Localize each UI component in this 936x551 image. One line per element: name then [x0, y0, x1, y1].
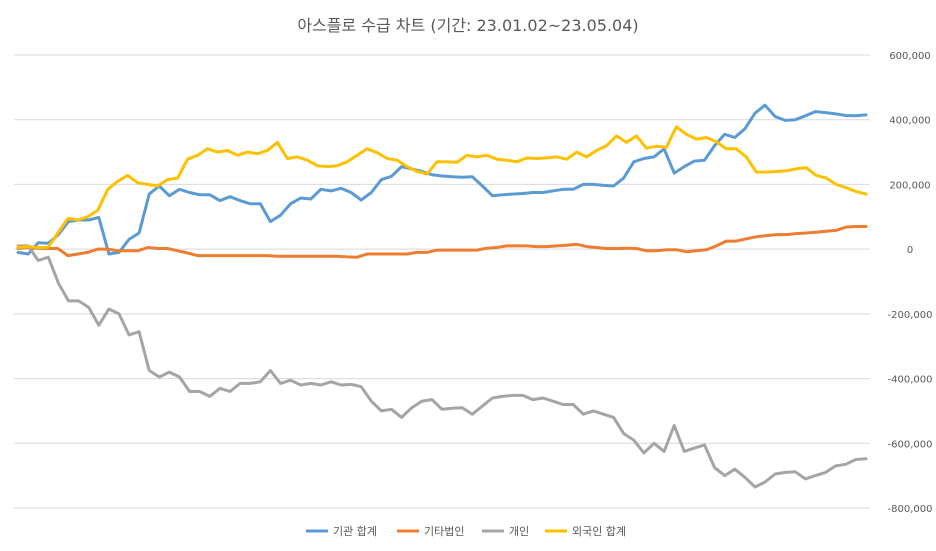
y-tick-label: -800,000 — [888, 504, 933, 515]
y-tick-label: 600,000 — [889, 51, 930, 62]
y-tick-label: 0 — [907, 245, 913, 256]
y-tick-label: 200,000 — [889, 180, 930, 191]
legend-label: 개인 — [509, 525, 529, 538]
y-tick-label: -400,000 — [888, 375, 933, 386]
series-line — [16, 225, 868, 259]
series-lines — [16, 103, 868, 489]
legend: 기관 합계 기타법인 개인 외국인 합계 — [306, 525, 626, 538]
legend-label: 기관 합계 — [333, 525, 377, 538]
y-axis: 600,000 400,000 200,000 0 -200,000 -400,000 -6… — [888, 51, 933, 515]
y-tick-label: 400,000 — [889, 116, 930, 127]
series-line — [16, 244, 868, 489]
legend-label: 기타법인 — [424, 525, 464, 538]
y-tick-label: -200,000 — [888, 310, 933, 321]
legend-label: 외국인 합계 — [572, 525, 626, 538]
y-tick-label: -600,000 — [888, 439, 933, 450]
series-line — [16, 125, 868, 249]
grid — [14, 54, 870, 509]
series-line — [16, 103, 868, 256]
chart-title: 아스플로 수급 차트 (기간: 23.01.02~23.05.04) — [297, 16, 638, 35]
